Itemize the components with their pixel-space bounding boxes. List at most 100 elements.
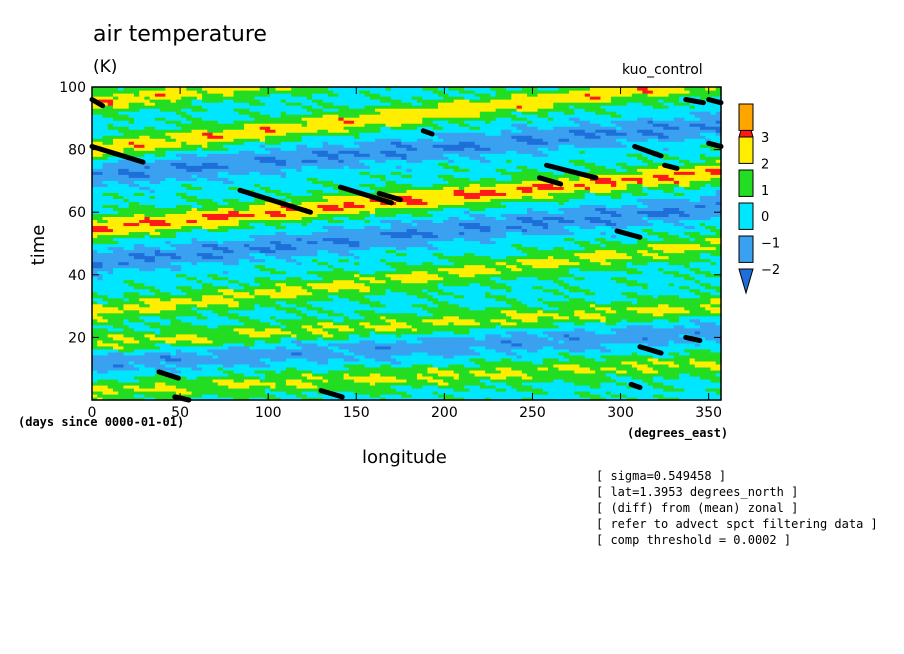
field-cell bbox=[710, 360, 717, 365]
field-cell bbox=[181, 348, 187, 353]
field-cell bbox=[301, 303, 308, 308]
field-cell bbox=[584, 315, 591, 320]
field-cell bbox=[637, 330, 643, 335]
field-cell bbox=[102, 303, 109, 308]
field-cell bbox=[228, 357, 235, 362]
field-cell bbox=[715, 378, 722, 383]
field-cell bbox=[574, 285, 581, 290]
field-cell bbox=[715, 390, 722, 395]
field-cell bbox=[406, 330, 413, 335]
field-cell bbox=[102, 345, 109, 350]
field-cell bbox=[354, 369, 360, 374]
field-cell bbox=[144, 366, 151, 371]
field-cell bbox=[647, 327, 654, 332]
field-cell bbox=[343, 375, 350, 380]
field-cell bbox=[375, 324, 381, 329]
field-cell bbox=[469, 291, 476, 296]
field-cell bbox=[275, 291, 282, 296]
field-cell bbox=[637, 381, 643, 386]
field-cell bbox=[139, 372, 146, 377]
field-cell bbox=[453, 306, 460, 311]
field-cell bbox=[506, 312, 512, 317]
field-cell bbox=[102, 351, 109, 356]
field-cell bbox=[175, 330, 182, 335]
field-cell bbox=[673, 336, 680, 341]
field-cell bbox=[469, 360, 476, 365]
field-cell bbox=[369, 366, 376, 371]
field-cell bbox=[506, 303, 512, 308]
field-cell bbox=[568, 333, 575, 338]
field-cell bbox=[369, 282, 376, 287]
field-cell bbox=[610, 339, 617, 344]
field-cell bbox=[202, 357, 208, 362]
field-cell bbox=[228, 351, 235, 356]
field-cell bbox=[380, 363, 387, 368]
field-cell bbox=[563, 303, 570, 308]
field-cell bbox=[333, 357, 339, 362]
field-cell bbox=[107, 363, 114, 368]
field-cell bbox=[584, 336, 591, 341]
field-cell bbox=[542, 300, 549, 305]
field-cell bbox=[668, 288, 675, 293]
field-cell bbox=[631, 396, 638, 401]
field-cell bbox=[385, 312, 392, 317]
field-cell bbox=[443, 363, 450, 368]
field-cell bbox=[291, 315, 298, 320]
field-cell bbox=[375, 369, 381, 374]
field-cell bbox=[396, 339, 402, 344]
field-cell bbox=[139, 324, 146, 329]
field-cell bbox=[673, 345, 680, 350]
field-cell bbox=[244, 300, 250, 305]
field-cell bbox=[511, 306, 518, 311]
field-cell bbox=[443, 324, 450, 329]
field-cell bbox=[427, 360, 434, 365]
field-cell bbox=[616, 279, 623, 284]
field-cell bbox=[123, 360, 130, 365]
field-cell bbox=[202, 354, 208, 359]
field-cell bbox=[647, 369, 654, 374]
field-cell bbox=[207, 369, 214, 374]
field-cell bbox=[553, 348, 560, 353]
field-cell bbox=[532, 345, 539, 350]
field-cell bbox=[490, 306, 497, 311]
field-cell bbox=[668, 378, 675, 383]
field-cell bbox=[558, 363, 565, 368]
field-cell bbox=[112, 378, 119, 383]
field-cell bbox=[521, 345, 528, 350]
field-cell bbox=[600, 303, 607, 308]
field-cell bbox=[673, 327, 680, 332]
field-cell bbox=[390, 384, 397, 389]
field-cell bbox=[490, 369, 497, 374]
field-cell bbox=[343, 312, 350, 317]
field-cell bbox=[301, 327, 308, 332]
field-cell bbox=[532, 285, 539, 290]
field-cell bbox=[500, 318, 507, 323]
field-cell bbox=[437, 318, 444, 323]
field-cell bbox=[474, 309, 481, 314]
field-cell bbox=[610, 342, 617, 347]
field-cell bbox=[558, 300, 565, 305]
field-cell bbox=[574, 333, 581, 338]
field-cell bbox=[385, 324, 392, 329]
field-cell bbox=[92, 312, 98, 317]
field-cell bbox=[170, 294, 177, 299]
field-cell bbox=[92, 375, 98, 380]
field-cell bbox=[118, 336, 125, 341]
field-cell bbox=[118, 330, 125, 335]
field-cell bbox=[464, 279, 470, 284]
field-cell bbox=[207, 321, 214, 326]
field-cell bbox=[621, 279, 628, 284]
field-cell bbox=[175, 282, 182, 287]
field-cell bbox=[338, 381, 345, 386]
field-cell bbox=[181, 318, 187, 323]
field-cell bbox=[181, 387, 187, 392]
field-cell bbox=[380, 357, 387, 362]
field-cell bbox=[280, 303, 287, 308]
field-cell bbox=[527, 369, 533, 374]
field-cell bbox=[359, 387, 366, 392]
field-cell bbox=[228, 360, 235, 365]
field-cell bbox=[301, 309, 308, 314]
field-cell bbox=[202, 381, 208, 386]
field-cell bbox=[375, 291, 381, 296]
field-cell bbox=[275, 300, 282, 305]
